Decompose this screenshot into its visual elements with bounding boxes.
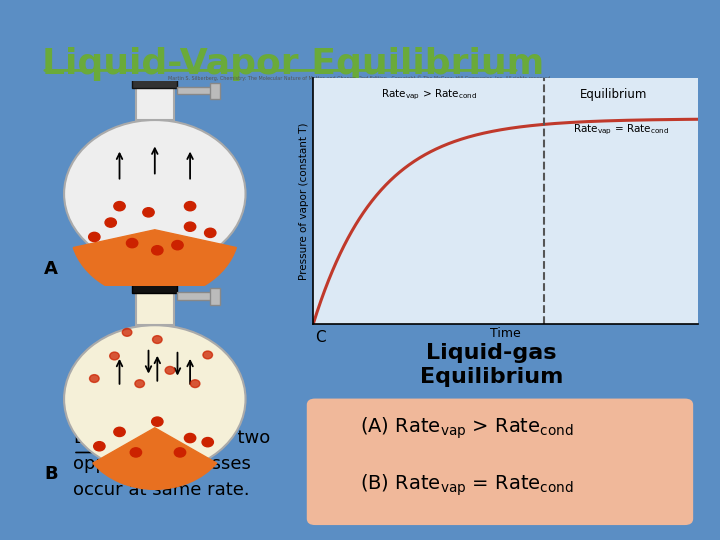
Wedge shape bbox=[93, 428, 217, 489]
Circle shape bbox=[89, 232, 100, 241]
Circle shape bbox=[114, 427, 125, 436]
Text: opposing processes: opposing processes bbox=[73, 455, 251, 474]
Text: A: A bbox=[44, 260, 58, 278]
Circle shape bbox=[109, 352, 120, 360]
Circle shape bbox=[202, 437, 213, 447]
Circle shape bbox=[94, 442, 105, 451]
Text: B: B bbox=[44, 465, 58, 483]
Circle shape bbox=[127, 239, 138, 248]
Text: Rate$_{\mathregular{vap}}$ = Rate$_{\mathregular{cond}}$: Rate$_{\mathregular{vap}}$ = Rate$_{\mat… bbox=[573, 122, 670, 137]
Text: Liquid-gas
Equilibrium: Liquid-gas Equilibrium bbox=[420, 342, 563, 387]
Text: (B) Rate$_{\mathregular{vap}}$ = Rate$_{\mathregular{cond}}$: (B) Rate$_{\mathregular{vap}}$ = Rate$_{… bbox=[360, 472, 574, 498]
Circle shape bbox=[89, 375, 99, 382]
Bar bbox=[132, 283, 177, 293]
Bar bbox=[177, 87, 213, 94]
Circle shape bbox=[184, 434, 196, 443]
Bar bbox=[136, 86, 174, 120]
Circle shape bbox=[64, 325, 246, 473]
Circle shape bbox=[204, 228, 216, 238]
Circle shape bbox=[64, 120, 246, 268]
Bar bbox=[136, 292, 174, 325]
X-axis label: Time: Time bbox=[490, 327, 521, 340]
Circle shape bbox=[152, 417, 163, 426]
Bar bbox=[132, 78, 177, 88]
Text: Liquid-Vapor Equilibrium: Liquid-Vapor Equilibrium bbox=[42, 47, 544, 81]
Circle shape bbox=[184, 201, 196, 211]
Bar bbox=[210, 288, 220, 305]
Text: ❖: ❖ bbox=[42, 431, 55, 446]
Circle shape bbox=[203, 351, 212, 359]
Text: = two: = two bbox=[212, 429, 271, 448]
Wedge shape bbox=[73, 230, 236, 299]
Circle shape bbox=[135, 380, 145, 388]
Text: Equilibrium: Equilibrium bbox=[73, 429, 176, 448]
Text: Equilibrium: Equilibrium bbox=[580, 88, 647, 101]
Text: Rate$_{\mathregular{vap}}$ > Rate$_{\mathregular{cond}}$: Rate$_{\mathregular{vap}}$ > Rate$_{\mat… bbox=[381, 87, 477, 102]
Circle shape bbox=[172, 240, 183, 250]
Text: (A) Rate$_{\mathregular{vap}}$ > Rate$_{\mathregular{cond}}$: (A) Rate$_{\mathregular{vap}}$ > Rate$_{… bbox=[360, 415, 574, 441]
Circle shape bbox=[190, 380, 200, 388]
Circle shape bbox=[143, 208, 154, 217]
Circle shape bbox=[105, 218, 117, 227]
Circle shape bbox=[165, 367, 175, 374]
Bar bbox=[177, 292, 213, 300]
Circle shape bbox=[153, 336, 162, 343]
Text: Martin S. Silberberg, Chemistry: The Molecular Nature of Matter and Change, 2nd : Martin S. Silberberg, Chemistry: The Mol… bbox=[168, 76, 552, 81]
Text: occur at same rate.: occur at same rate. bbox=[73, 481, 250, 500]
Circle shape bbox=[114, 201, 125, 211]
Circle shape bbox=[152, 246, 163, 255]
Circle shape bbox=[122, 328, 132, 336]
Y-axis label: Pressure of vapor (constant T): Pressure of vapor (constant T) bbox=[299, 123, 309, 280]
Text: C: C bbox=[315, 329, 325, 345]
Bar bbox=[210, 83, 220, 99]
FancyBboxPatch shape bbox=[307, 399, 693, 525]
Circle shape bbox=[174, 448, 186, 457]
Circle shape bbox=[130, 448, 142, 457]
Circle shape bbox=[184, 222, 196, 231]
